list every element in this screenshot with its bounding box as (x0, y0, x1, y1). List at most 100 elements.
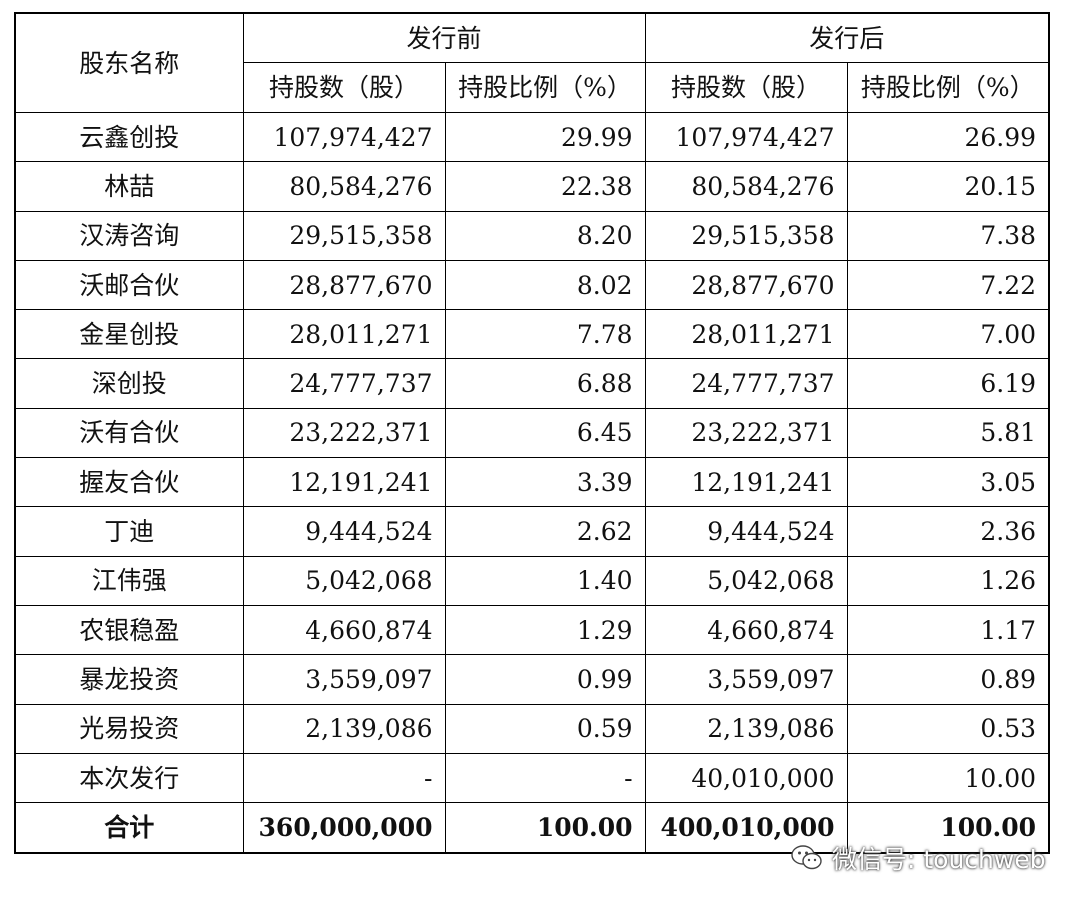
before-pct-cell: 8.02 (444, 259, 646, 311)
before-shares-cell: 29,515,358 (242, 210, 446, 261)
after-shares-cell: 3,559,097 (644, 654, 848, 705)
before-pct-cell: 29.99 (444, 111, 646, 163)
header-after-issuance: 发行后 (644, 12, 1050, 63)
table-row: 沃邮合伙 28,877,670 8.02 28,877,670 7.22 (14, 259, 1050, 311)
after-pct-cell: 26.99 (846, 111, 1050, 163)
header-shareholder: 股东名称 (14, 12, 244, 113)
after-shares-cell: 29,515,358 (644, 210, 848, 261)
before-shares-cell: 4,660,874 (242, 604, 446, 656)
total-before-pct: 100.00 (444, 802, 646, 854)
wechat-icon (790, 843, 824, 873)
total-before-shares: 360,000,000 (242, 802, 446, 854)
header-before-issuance: 发行前 (242, 12, 646, 63)
before-shares-cell: 3,559,097 (242, 654, 446, 705)
table-row: 农银稳盈 4,660,874 1.29 4,660,874 1.17 (14, 604, 1050, 656)
before-pct-cell: 0.59 (444, 703, 646, 754)
table-row: 汉涛咨询 29,515,358 8.20 29,515,358 7.38 (14, 210, 1050, 261)
before-shares-cell: 28,877,670 (242, 259, 446, 311)
after-shares-cell: 24,777,737 (644, 358, 848, 409)
before-shares-cell: 5,042,068 (242, 555, 446, 606)
after-pct-cell: 10.00 (846, 752, 1050, 804)
header-row-groups: 股东名称 发行前 发行后 (14, 12, 1050, 113)
table-row: 沃有合伙 23,222,371 6.45 23,222,371 5.81 (14, 407, 1050, 459)
before-shares-cell: 2,139,086 (242, 703, 446, 754)
total-after-shares: 400,010,000 (644, 802, 848, 854)
after-shares-cell: 80,584,276 (644, 161, 848, 212)
shareholder-name-cell: 本次发行 (14, 752, 244, 804)
watermark-text: 微信号: touchweb (832, 845, 1046, 874)
header-before-shares: 持股数（股） (242, 62, 446, 113)
before-pct-cell: 3.39 (444, 457, 646, 508)
before-shares-cell: 12,191,241 (242, 457, 446, 508)
after-pct-cell: 3.05 (846, 457, 1050, 508)
header-after-shares: 持股数（股） (644, 62, 848, 113)
before-pct-cell: - (444, 752, 646, 804)
before-pct-cell: 22.38 (444, 161, 646, 212)
before-shares-cell: 80,584,276 (242, 161, 446, 212)
shareholder-name-cell: 江伟强 (14, 555, 244, 606)
before-pct-cell: 1.29 (444, 604, 646, 656)
header-before-ratio: 持股比例（%） (444, 62, 646, 113)
after-shares-cell: 28,011,271 (644, 309, 848, 360)
before-pct-cell: 0.99 (444, 654, 646, 705)
table-row: 握友合伙 12,191,241 3.39 12,191,241 3.05 (14, 457, 1050, 508)
after-pct-cell: 6.19 (846, 358, 1050, 409)
shareholder-name-cell: 暴龙投资 (14, 654, 244, 705)
after-shares-cell: 40,010,000 (644, 752, 848, 804)
table-row: 光易投资 2,139,086 0.59 2,139,086 0.53 (14, 703, 1050, 754)
shareholder-name-cell: 沃有合伙 (14, 407, 244, 459)
shareholder-name-cell: 深创投 (14, 358, 244, 409)
table-row: 金星创投 28,011,271 7.78 28,011,271 7.00 (14, 309, 1050, 360)
after-pct-cell: 0.89 (846, 654, 1050, 705)
before-shares-cell: 28,011,271 (242, 309, 446, 360)
shareholder-name-cell: 沃邮合伙 (14, 259, 244, 311)
after-pct-cell: 1.17 (846, 604, 1050, 656)
total-row: 合计 360,000,000 100.00 400,010,000 100.00 (14, 802, 1050, 854)
after-shares-cell: 28,877,670 (644, 259, 848, 311)
table-row: 丁迪 9,444,524 2.62 9,444,524 2.36 (14, 506, 1050, 557)
after-shares-cell: 23,222,371 (644, 407, 848, 459)
before-pct-cell: 7.78 (444, 309, 646, 360)
shareholder-name-cell: 汉涛咨询 (14, 210, 244, 261)
shareholder-name-cell: 丁迪 (14, 506, 244, 557)
table-row: 林喆 80,584,276 22.38 80,584,276 20.15 (14, 161, 1050, 212)
shareholder-name-cell: 云鑫创投 (14, 111, 244, 163)
table-row: 深创投 24,777,737 6.88 24,777,737 6.19 (14, 358, 1050, 409)
before-shares-cell: 9,444,524 (242, 506, 446, 557)
header-after-ratio: 持股比例（%） (846, 62, 1050, 113)
after-pct-cell: 7.00 (846, 309, 1050, 360)
before-pct-cell: 6.45 (444, 407, 646, 459)
total-label: 合计 (14, 802, 244, 854)
before-pct-cell: 1.40 (444, 555, 646, 606)
after-pct-cell: 0.53 (846, 703, 1050, 754)
after-shares-cell: 2,139,086 (644, 703, 848, 754)
table-row: 本次发行 - -40,010,000 10.00 (14, 752, 1050, 804)
table-row: 云鑫创投 107,974,427 29.99 107,974,427 26.99 (14, 111, 1050, 163)
after-pct-cell: 7.22 (846, 259, 1050, 311)
table-body: 云鑫创投 107,974,427 29.99 107,974,427 26.99 林喆 80… (14, 111, 1050, 854)
after-shares-cell: 12,191,241 (644, 457, 848, 508)
after-shares-cell: 5,042,068 (644, 555, 848, 606)
shareholding-table: 股东名称 发行前 发行后 持股数（股） 持股比例（%） 持股数（股） 持股比例（… (14, 12, 1051, 855)
after-shares-cell: 4,660,874 (644, 604, 848, 656)
shareholder-name-cell: 林喆 (14, 161, 244, 212)
shareholder-name-cell: 握友合伙 (14, 457, 244, 508)
table-row: 江伟强 5,042,068 1.40 5,042,068 1.26 (14, 555, 1050, 606)
after-pct-cell: 20.15 (846, 161, 1050, 212)
before-shares-cell: 24,777,737 (242, 358, 446, 409)
before-pct-cell: 2.62 (444, 506, 646, 557)
before-pct-cell: 8.20 (444, 210, 646, 261)
after-pct-cell: 1.26 (846, 555, 1050, 606)
table-row: 暴龙投资 3,559,097 0.99 3,559,097 0.89 (14, 654, 1050, 705)
after-pct-cell: 5.81 (846, 407, 1050, 459)
before-shares-cell: 107,974,427 (242, 111, 446, 163)
before-shares-cell: 23,222,371 (242, 407, 446, 459)
after-shares-cell: 9,444,524 (644, 506, 848, 557)
shareholder-name-cell: 光易投资 (14, 703, 244, 754)
shareholder-name-cell: 农银稳盈 (14, 604, 244, 656)
wechat-watermark: 微信号: touchweb (790, 840, 1046, 876)
before-shares-cell: - (242, 752, 446, 804)
shareholder-name-cell: 金星创投 (14, 309, 244, 360)
after-pct-cell: 2.36 (846, 506, 1050, 557)
after-pct-cell: 7.38 (846, 210, 1050, 261)
